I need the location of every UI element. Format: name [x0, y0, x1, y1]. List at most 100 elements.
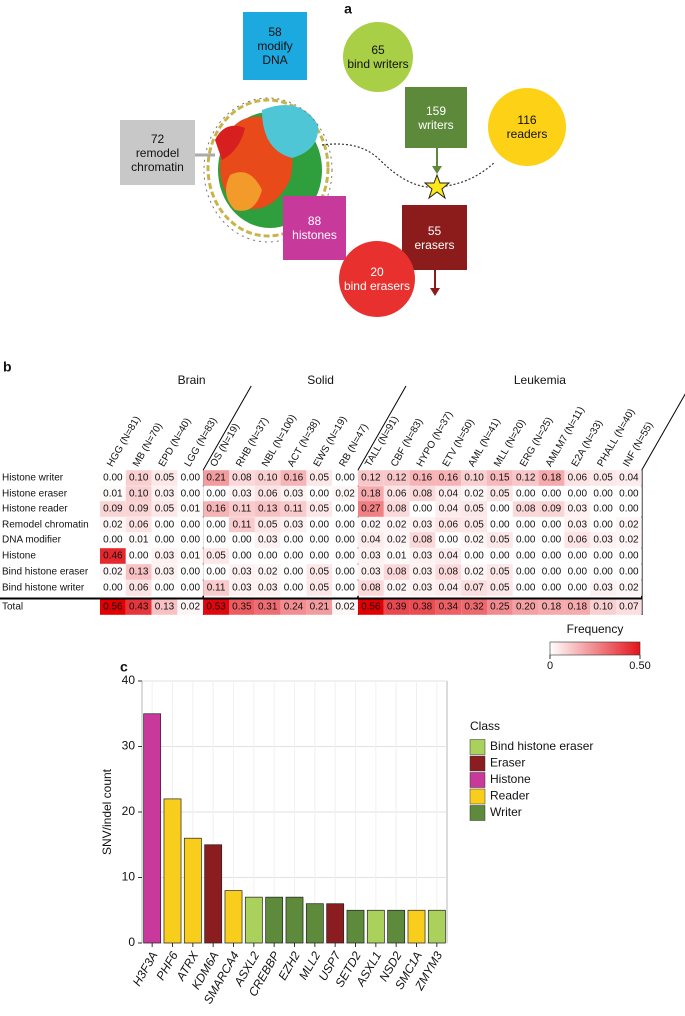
bar: [346, 909, 365, 944]
cell-label: 0.00: [284, 535, 304, 546]
cell-label: 0.10: [129, 473, 149, 484]
cell-label: 0.46: [103, 551, 123, 562]
heatmap-cell: [203, 532, 229, 548]
heatmap-cell: [538, 470, 565, 486]
cell-label: 0.00: [181, 489, 201, 500]
legend-label: Bind histone eraser: [490, 739, 593, 753]
cell-label: 0.00: [310, 551, 330, 562]
cell-label: 0.00: [310, 520, 330, 531]
cell-label: 0.02: [361, 520, 381, 531]
cell-label: 0.04: [361, 535, 381, 546]
diagram-node: 72 remodel chromatin: [120, 120, 195, 185]
cell-label: 0.03: [232, 567, 252, 578]
heatmap-cell: [358, 548, 384, 564]
heatmap-cell: [383, 501, 410, 517]
cell-label: 0.12: [361, 473, 381, 484]
cell-label: 0.01: [103, 489, 123, 500]
diagram-node: 88 histones: [283, 196, 346, 260]
heatmap-cell: [254, 548, 281, 564]
cell-label: 0.05: [490, 489, 510, 500]
heatmap-cell: [100, 580, 126, 596]
bar: [244, 896, 263, 944]
heatmap-cell: [229, 580, 255, 596]
cell-label: 0.02: [258, 567, 278, 578]
cell-label: 0.03: [413, 567, 433, 578]
cell-label: 0.00: [335, 473, 355, 484]
cell-label: 0.05: [464, 504, 484, 515]
heatmap-cell: [616, 548, 642, 564]
heatmap-cell: [151, 564, 178, 580]
heatmap-cell: [616, 517, 642, 533]
cell-label: 0.08: [413, 489, 433, 500]
cell-label: 0.03: [413, 520, 433, 531]
heatmap-cell: [435, 486, 462, 502]
heatmap-cell: [435, 532, 462, 548]
cell-label: 0.00: [490, 520, 510, 531]
heatmap-cell: [306, 548, 333, 564]
row-label: Histone eraser: [2, 489, 68, 500]
cell-label: 0.05: [155, 504, 175, 515]
cell-label: 0.04: [619, 473, 639, 484]
heatmap-cell: [512, 564, 539, 580]
heatmap-cell: [358, 580, 384, 596]
cell-label: 0.00: [568, 567, 588, 578]
heatmap-cell: [564, 470, 591, 486]
group-separator: [202, 385, 252, 471]
heatmap-cell: [383, 532, 410, 548]
heatmap-cell: [538, 486, 565, 502]
heatmap-cell: [409, 517, 436, 533]
heatmap-cell: [229, 501, 255, 517]
heatmap-cell: [229, 599, 255, 615]
heatmap-cell: [461, 599, 487, 615]
y-tick-label: 10: [122, 870, 136, 884]
heatmap-cell: [512, 501, 539, 517]
cell-label: 0.16: [413, 473, 433, 484]
cell-label: 0.00: [206, 567, 226, 578]
cell-label: 0.56: [103, 602, 123, 613]
heatmap-cell: [409, 486, 436, 502]
cell-label: 0.02: [387, 535, 407, 546]
row-label: Histone: [2, 551, 36, 562]
cell-label: 0.08: [361, 583, 381, 594]
cell-label: 0.00: [206, 489, 226, 500]
colorbar-title: Frequency: [567, 622, 624, 636]
heatmap-cell: [254, 599, 281, 615]
heatmap-cell: [538, 517, 565, 533]
heatmap-cell: [590, 599, 616, 615]
heatmap-cell: [358, 517, 384, 533]
arrow-head: [430, 288, 440, 296]
cell-label: 0.00: [232, 551, 252, 562]
heatmap-cell: [358, 564, 384, 580]
legend-swatch: [469, 805, 486, 821]
row-label: Remodel chromatin: [2, 520, 89, 531]
cell-label: 0.00: [335, 520, 355, 531]
cell-label: 0.56: [361, 602, 381, 613]
cell-label: 0.02: [387, 520, 407, 531]
heatmap-cell: [100, 501, 126, 517]
bar: [326, 903, 345, 944]
cell-label: 0.08: [387, 567, 407, 578]
heatmap-cell: [461, 501, 487, 517]
cell-label: 0.00: [335, 583, 355, 594]
heatmap-cell: [538, 532, 565, 548]
cell-label: 0.06: [258, 489, 278, 500]
row-label: DNA modifier: [2, 535, 62, 546]
cell-label: 0.05: [206, 551, 226, 562]
cell-label: 0.01: [387, 551, 407, 562]
heatmap-cell: [409, 580, 436, 596]
cell-label: 0.00: [619, 551, 639, 562]
cell-label: 0.00: [568, 551, 588, 562]
cell-label: 0.00: [568, 583, 588, 594]
heatmap-cell: [512, 580, 539, 596]
cell-label: 0.11: [284, 504, 303, 515]
cell-label: 0.06: [129, 520, 149, 531]
heatmap-cell: [564, 599, 591, 615]
heatmap-cell: [487, 501, 513, 517]
cell-label: 0.00: [593, 567, 613, 578]
cell-label: 0.00: [542, 520, 562, 531]
heatmap-cell: [358, 501, 384, 517]
y-axis-label: SNV/indel count: [100, 768, 114, 855]
cell-label: 0.06: [387, 489, 407, 500]
heatmap-cell: [487, 486, 513, 502]
bar: [183, 837, 202, 944]
